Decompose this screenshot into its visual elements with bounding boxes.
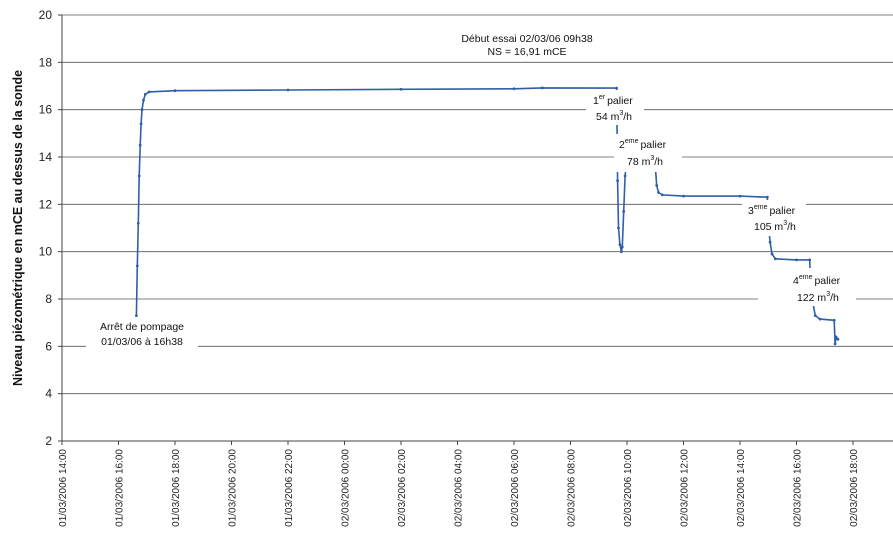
x-tick-label: 01/03/2006 16:00: [115, 449, 126, 527]
x-tick-label: 01/03/2006 14:00: [58, 449, 69, 527]
annotation-arret-pompage: Arrêt de pompage: [100, 321, 184, 333]
x-tick-label: 02/03/2006 02:00: [397, 449, 408, 527]
data-point: [139, 122, 143, 126]
data-point: [138, 143, 142, 147]
plot-area: [61, 15, 893, 442]
y-tick-label: 8: [45, 292, 52, 306]
x-tick-label: 02/03/2006 08:00: [567, 449, 578, 527]
x-tick-label: 02/03/2006 16:00: [793, 449, 804, 527]
data-point: [147, 90, 151, 94]
data-point: [615, 86, 618, 90]
data-point: [540, 86, 544, 90]
annotation-arret-date: 01/03/06 à 16h38: [101, 336, 183, 348]
data-point: [813, 314, 817, 317]
data-point: [135, 314, 138, 317]
y-tick-label: 4: [45, 387, 52, 401]
annotation-palier-1: 1er palier: [593, 94, 633, 107]
x-tick-label: 01/03/2006 18:00: [171, 449, 182, 527]
annotation-palier-4: 4eme palier: [793, 274, 841, 287]
x-tick-label: 02/03/2006 18:00: [849, 449, 860, 527]
x-tick-label: 02/03/2006 14:00: [736, 449, 747, 527]
data-point: [142, 98, 145, 102]
data-point: [682, 194, 685, 198]
annotation-debit-palier-4: 122 m3/h: [797, 291, 839, 304]
y-tick-label: 10: [39, 245, 53, 259]
annotation-debit-palier-2: 78 m3/h: [627, 155, 663, 168]
annotation-debit-palier-3: 105 m3/h: [754, 220, 796, 233]
x-tick-label: 02/03/2006 12:00: [680, 449, 691, 527]
data-point: [143, 92, 147, 96]
data-point: [623, 174, 627, 178]
data-point: [137, 174, 141, 178]
data-point: [770, 252, 774, 256]
y-tick-label: 18: [39, 55, 53, 69]
data-point: [512, 87, 516, 91]
x-tick-label: 02/03/2006 10:00: [623, 449, 634, 527]
data-point: [808, 258, 812, 262]
y-tick-label: 20: [39, 8, 53, 22]
annotation-debut-essai: Début essai 02/03/06 09h38: [461, 33, 593, 45]
annotation-palier-3: 3eme palier: [748, 204, 796, 217]
data-point: [768, 240, 772, 244]
data-point: [620, 250, 623, 254]
x-tick-label: 02/03/2006 06:00: [510, 449, 521, 527]
data-point: [773, 257, 777, 261]
data-point: [618, 243, 622, 247]
data-point: [832, 318, 836, 322]
y-tick-label: 12: [39, 197, 53, 211]
series-pressure-level: [135, 86, 840, 346]
grid-lines: [62, 14, 893, 395]
data-point: [140, 108, 144, 112]
data-point: [135, 264, 139, 268]
x-tick-labels: 01/03/2006 14:00 01/03/2006 16:00 01/03/20…: [58, 441, 860, 527]
x-tick-label: 01/03/2006 22:00: [284, 449, 295, 527]
y-tick-label: 14: [39, 150, 53, 164]
data-point: [818, 317, 822, 321]
data-point: [834, 335, 838, 339]
y-tick-label: 6: [45, 339, 52, 353]
data-point: [655, 184, 659, 187]
y-tick-labels: 2 4 6 8 10 12 14 16 18 20: [39, 8, 62, 448]
data-point: [657, 191, 660, 194]
annotation-backgrounds: [86, 30, 856, 352]
data-point: [286, 88, 290, 92]
y-tick-label: 2: [45, 434, 52, 448]
series-line: [135, 87, 839, 345]
data-point: [660, 193, 664, 197]
y-tick-label: 16: [39, 103, 53, 117]
data-point: [136, 221, 140, 225]
data-point: [738, 194, 742, 198]
data-point: [616, 179, 619, 183]
x-tick-label: 01/03/2006 20:00: [228, 449, 239, 527]
data-point: [620, 245, 624, 249]
data-point: [173, 89, 177, 93]
data-point: [795, 258, 798, 262]
data-point: [622, 210, 626, 213]
data-point: [399, 87, 403, 91]
data-point: [765, 195, 769, 199]
annotation-debit-palier-1: 54 m3/h: [596, 110, 632, 123]
annotation-niveau-statique: NS = 16,91 mCE: [487, 46, 566, 58]
data-point: [617, 226, 620, 230]
data-point: [836, 337, 840, 341]
annotation-palier-2: 2eme palier: [619, 138, 667, 151]
data-point: [833, 342, 837, 346]
x-tick-label: 02/03/2006 00:00: [341, 449, 352, 527]
x-tick-label: 02/03/2006 04:00: [454, 449, 465, 527]
y-axis-title: Niveau piézométrique en mCE au dessus de…: [11, 70, 25, 386]
